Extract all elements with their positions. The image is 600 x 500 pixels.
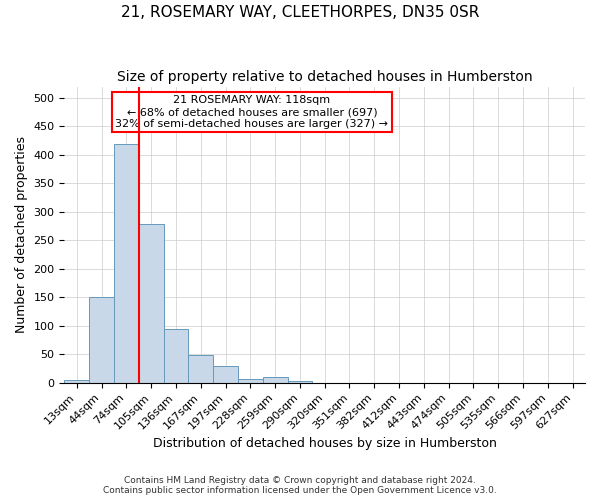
Title: Size of property relative to detached houses in Humberston: Size of property relative to detached ho… xyxy=(117,70,533,84)
Bar xyxy=(64,380,89,382)
Bar xyxy=(238,379,263,382)
Text: Contains HM Land Registry data © Crown copyright and database right 2024.
Contai: Contains HM Land Registry data © Crown c… xyxy=(103,476,497,495)
Text: 21 ROSEMARY WAY: 118sqm
← 68% of detached houses are smaller (697)
32% of semi-d: 21 ROSEMARY WAY: 118sqm ← 68% of detache… xyxy=(115,96,388,128)
Bar xyxy=(188,356,213,382)
Bar xyxy=(164,328,188,382)
Bar xyxy=(213,366,238,382)
Bar xyxy=(139,224,164,382)
Text: 21, ROSEMARY WAY, CLEETHORPES, DN35 0SR: 21, ROSEMARY WAY, CLEETHORPES, DN35 0SR xyxy=(121,5,479,20)
Bar xyxy=(287,381,313,382)
Bar xyxy=(89,298,114,382)
Bar xyxy=(263,377,287,382)
Bar xyxy=(114,144,139,382)
Y-axis label: Number of detached properties: Number of detached properties xyxy=(15,136,28,333)
X-axis label: Distribution of detached houses by size in Humberston: Distribution of detached houses by size … xyxy=(153,437,497,450)
